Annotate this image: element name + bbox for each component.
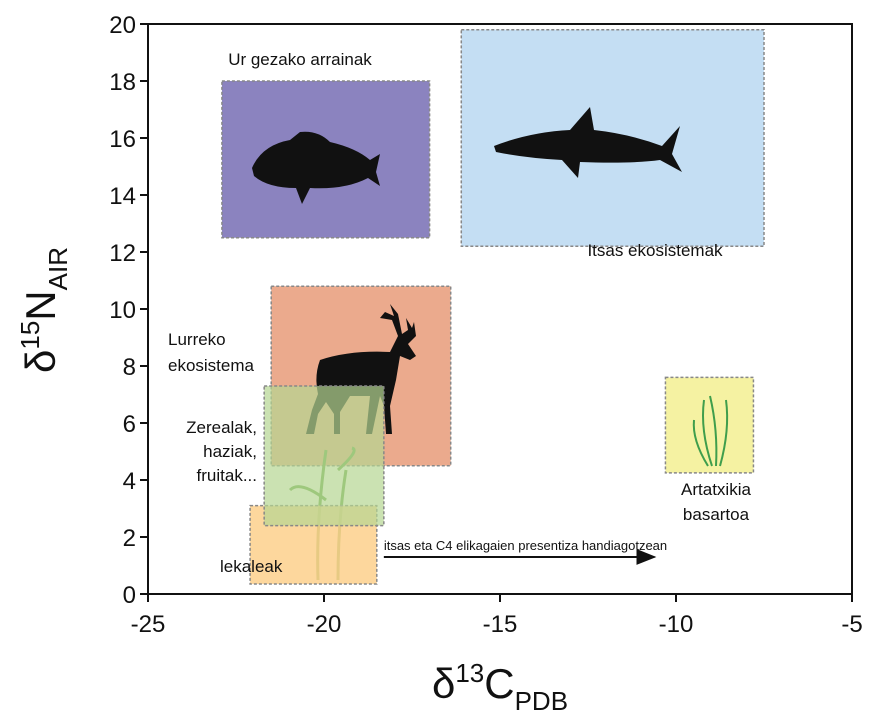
region-label: Itsas ekosistemak bbox=[587, 241, 723, 260]
y-tick-label: 16 bbox=[109, 126, 136, 153]
y-tick-label: 8 bbox=[123, 354, 136, 381]
x-tick-label: -5 bbox=[841, 611, 862, 638]
label-part: AIR bbox=[43, 247, 73, 290]
region bbox=[264, 386, 384, 526]
x-tick-label: -20 bbox=[307, 611, 342, 638]
region-label: Artatxikia bbox=[681, 480, 751, 499]
y-tick-label: 4 bbox=[123, 468, 136, 495]
y-axis-label: δ15NAIR bbox=[15, 247, 73, 373]
label-part: δ bbox=[17, 350, 64, 373]
y-tick-label: 14 bbox=[109, 183, 136, 210]
region-label: ekosistema bbox=[168, 356, 255, 375]
y-tick-label: 18 bbox=[109, 69, 136, 96]
x-tick-label: -10 bbox=[659, 611, 694, 638]
y-tick-label: 2 bbox=[123, 525, 136, 552]
label-part: 13 bbox=[455, 658, 484, 688]
region-label: Lurreko bbox=[168, 330, 226, 349]
region-label: Zerealak, bbox=[186, 418, 257, 437]
region-label: fruitak... bbox=[197, 466, 257, 485]
label-part: PDB bbox=[515, 686, 568, 716]
label-part: δ bbox=[432, 660, 455, 707]
region-label: lekaleak bbox=[220, 557, 283, 576]
chart: Itsas ekosistemak Ur gezako arrainak Lurre… bbox=[0, 0, 869, 717]
y-tick-label: 12 bbox=[109, 240, 136, 267]
y-tick-label: 0 bbox=[123, 582, 136, 609]
label-part: 15 bbox=[15, 321, 45, 350]
label-part: N bbox=[17, 290, 64, 320]
region-label: basartoa bbox=[683, 505, 750, 524]
x-tick-label: -15 bbox=[483, 611, 518, 638]
y-tick-label: 10 bbox=[109, 297, 136, 324]
region-label: haziak, bbox=[203, 442, 257, 461]
arrow-label: itsas eta C4 elikagaien presentiza handi… bbox=[384, 538, 667, 553]
y-tick-label: 20 bbox=[109, 12, 136, 39]
x-tick-label: -25 bbox=[131, 611, 166, 638]
label-part: C bbox=[484, 660, 514, 707]
region-label: Ur gezako arrainak bbox=[228, 50, 372, 69]
y-tick-label: 6 bbox=[123, 411, 136, 438]
x-axis-label: δ13CPDB bbox=[432, 658, 568, 716]
